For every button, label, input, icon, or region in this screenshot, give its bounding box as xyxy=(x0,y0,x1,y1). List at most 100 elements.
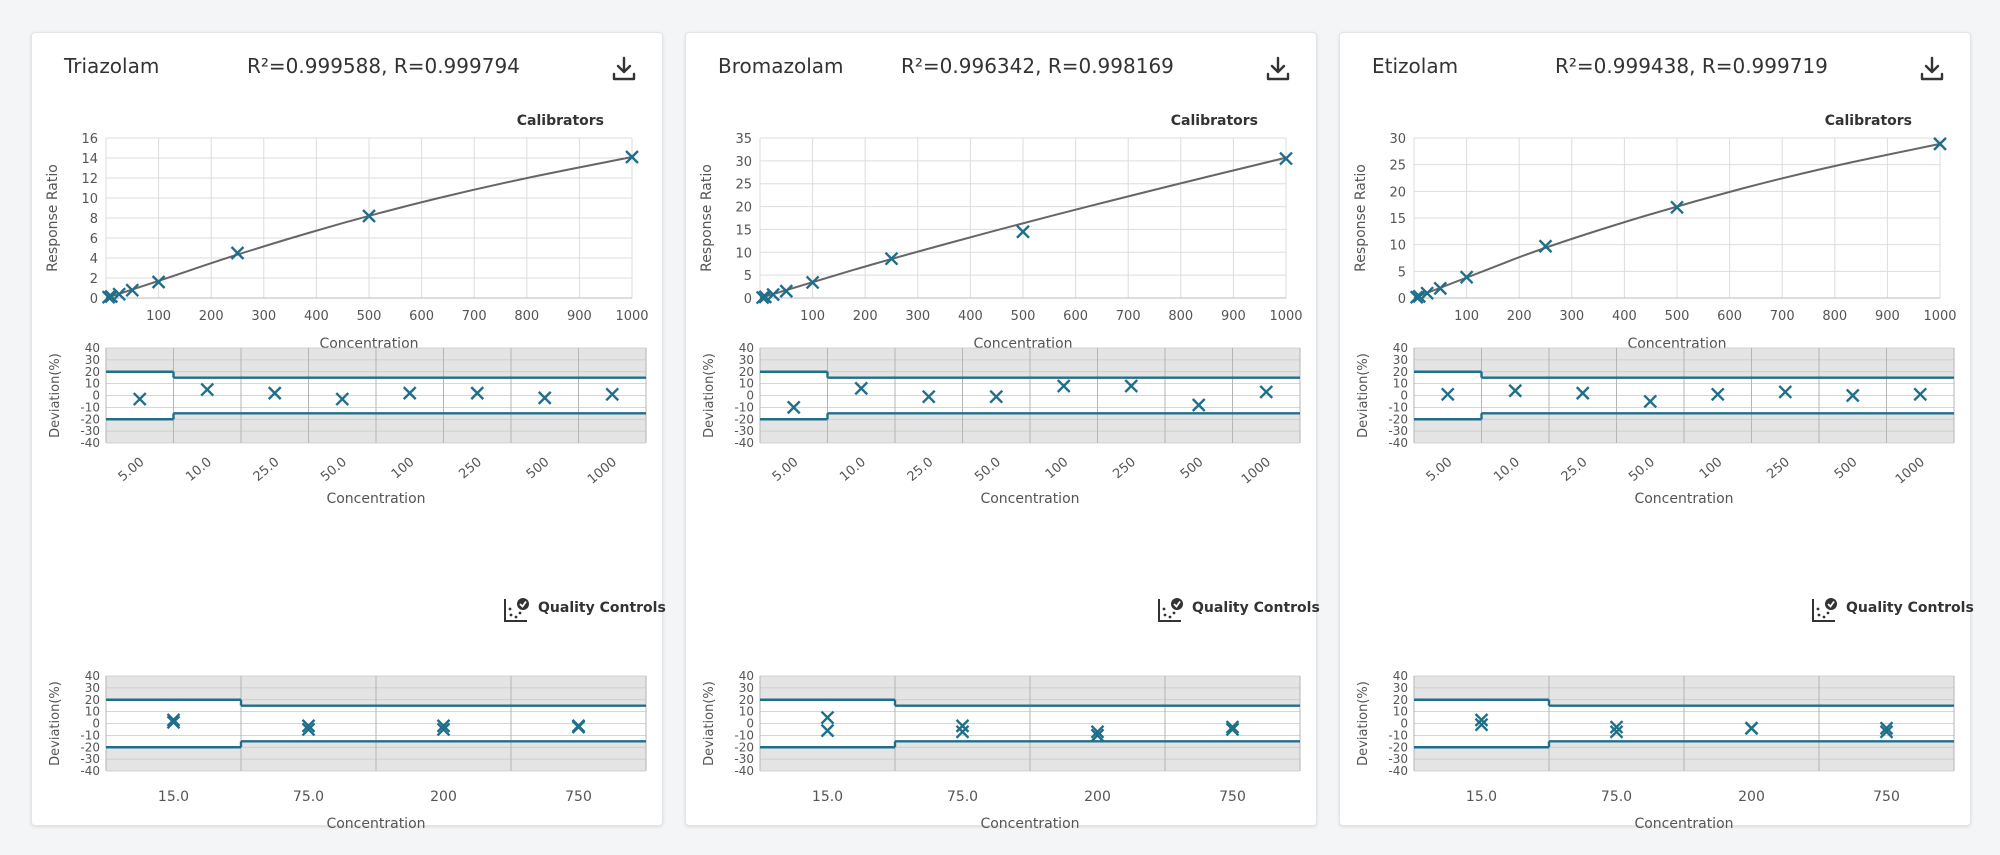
x-tick-label: 250 xyxy=(1764,455,1793,482)
regression-stats: R²=0.999438, R=0.999719 xyxy=(1555,54,1828,78)
x-tick-label: 500 xyxy=(1832,455,1861,482)
y-tick-label: 30 xyxy=(1389,132,1406,147)
y-axis-title: Response Ratio xyxy=(45,164,61,272)
qc-deviation-point xyxy=(571,719,586,733)
qc-deviation-point xyxy=(1879,721,1894,736)
qc-deviation-point xyxy=(955,724,970,739)
quality-controls-legend[interactable]: Quality Controls xyxy=(1810,596,1974,624)
calibrator-point xyxy=(151,275,166,289)
y-tick-label: 0 xyxy=(92,717,100,731)
y-tick-label: -40 xyxy=(1388,764,1408,778)
calibrator-deviation-point xyxy=(1508,383,1523,398)
analyte-name: Triazolam xyxy=(64,54,160,78)
calibrator-point xyxy=(779,284,794,298)
quality-controls-legend[interactable]: Quality Controls xyxy=(1156,596,1320,624)
calibrator-point xyxy=(1420,286,1434,301)
x-tick-label: 300 xyxy=(251,309,276,324)
qc-deviation-point xyxy=(166,713,181,727)
x-tick-label: 50.0 xyxy=(1626,455,1658,485)
x-tick-label: 25.0 xyxy=(251,455,283,485)
y-tick-label: 40 xyxy=(739,669,754,683)
x-tick-label: 800 xyxy=(1168,309,1193,324)
y-tick-label: 6 xyxy=(90,232,98,247)
qc-deviation-point xyxy=(1474,717,1489,732)
qc-deviation-point xyxy=(820,723,835,738)
y-tick-label: -10 xyxy=(734,728,754,742)
y-tick-label: 0 xyxy=(744,292,752,307)
y-axis-title: Deviation(%) xyxy=(48,353,63,438)
y-tick-label: 40 xyxy=(1393,341,1408,355)
regression-curve xyxy=(1413,142,1941,299)
calibrator-deviation-point xyxy=(1643,394,1658,409)
x-axis-title: Concentration xyxy=(326,491,425,507)
y-tick-label: 30 xyxy=(85,681,100,695)
calibrator-deviation-point xyxy=(854,381,869,396)
calibrators-legend[interactable]: Calibrators xyxy=(1170,113,1258,129)
x-tick-label: 50.0 xyxy=(318,455,350,485)
qc-deviation-point xyxy=(1609,720,1624,734)
y-tick-label: 10 xyxy=(1393,705,1408,719)
y-tick-label: -30 xyxy=(1388,424,1408,438)
y-axis-title: Deviation(%) xyxy=(48,681,63,766)
download-button[interactable] xyxy=(1264,55,1292,83)
calibrator-point xyxy=(104,289,119,304)
download-button[interactable] xyxy=(1918,55,1946,83)
y-tick-label: 40 xyxy=(85,669,100,683)
y-tick-label: 15 xyxy=(1389,212,1406,227)
download-icon xyxy=(1266,56,1290,81)
calibrators-legend[interactable]: Calibrators xyxy=(1824,113,1912,129)
quality-controls-label: Quality Controls xyxy=(1192,600,1320,616)
qc-deviation-point xyxy=(1744,721,1759,736)
x-tick-label: 1000 xyxy=(1269,309,1302,324)
y-axis-title: Response Ratio xyxy=(699,164,715,272)
x-tick-label: 15.0 xyxy=(1466,789,1497,805)
download-button[interactable] xyxy=(610,55,638,83)
qc-deviation-point xyxy=(436,719,451,733)
y-tick-label: 10 xyxy=(81,192,98,207)
calibration-card-3: Etizolam R²=0.999438, R=0.999719 Calibra… xyxy=(1339,32,1974,832)
calibrator-deviation-point xyxy=(786,400,801,415)
calibration-curve-chart: 0 5 10 15 20 25 30 100 200 300 400 500 600 700 800 900 1… xyxy=(1353,132,1957,352)
qc-deviation-point xyxy=(436,722,451,737)
y-tick-label: -30 xyxy=(734,424,754,438)
calibrator-point xyxy=(1433,281,1448,296)
y-tick-label: 14 xyxy=(81,152,98,167)
x-tick-label: 300 xyxy=(1559,309,1584,324)
regression-stats: R²=0.999588, R=0.999794 xyxy=(247,54,520,78)
qc-deviation-point xyxy=(301,719,316,733)
y-tick-label: -20 xyxy=(734,412,754,426)
x-tick-label: 100 xyxy=(1697,455,1726,482)
y-tick-label: 10 xyxy=(735,246,752,261)
calibration-card-1: Triazolam R²=0.999588, R=0.999794 Calibr… xyxy=(31,32,666,832)
y-axis-title: Deviation(%) xyxy=(702,353,717,438)
calibrator-point xyxy=(1409,290,1424,305)
y-tick-label: 20 xyxy=(735,201,752,216)
quality-controls-legend[interactable]: Quality Controls xyxy=(502,596,666,624)
x-tick-label: 75.0 xyxy=(293,789,324,805)
y-axis-title: Deviation(%) xyxy=(702,681,717,766)
y-tick-label: 20 xyxy=(85,365,100,379)
y-tick-label: 5 xyxy=(744,269,752,284)
y-tick-label: 30 xyxy=(85,353,100,367)
qc-deviation-point xyxy=(1225,720,1240,734)
y-tick-label: 20 xyxy=(739,365,754,379)
calibrator-point xyxy=(1933,137,1947,151)
regression-curve xyxy=(759,156,1287,299)
y-tick-label: 20 xyxy=(739,693,754,707)
x-tick-label: 250 xyxy=(1110,455,1139,482)
x-tick-label: 15.0 xyxy=(812,789,843,805)
x-tick-label: 750 xyxy=(565,789,592,805)
x-tick-label: 100 xyxy=(1454,309,1479,324)
calibrator-point xyxy=(758,290,773,304)
quality-controls-label: Quality Controls xyxy=(538,600,666,616)
quality-controls-icon xyxy=(1812,598,1837,622)
y-tick-label: -10 xyxy=(1388,728,1408,742)
y-tick-label: 0 xyxy=(746,389,754,403)
calibrator-point xyxy=(1538,239,1553,254)
calibrator-deviation-point xyxy=(470,386,485,400)
x-tick-label: 500 xyxy=(1178,455,1207,482)
x-tick-label: 5.00 xyxy=(116,455,148,485)
calibrators-legend[interactable]: Calibrators xyxy=(516,113,604,129)
